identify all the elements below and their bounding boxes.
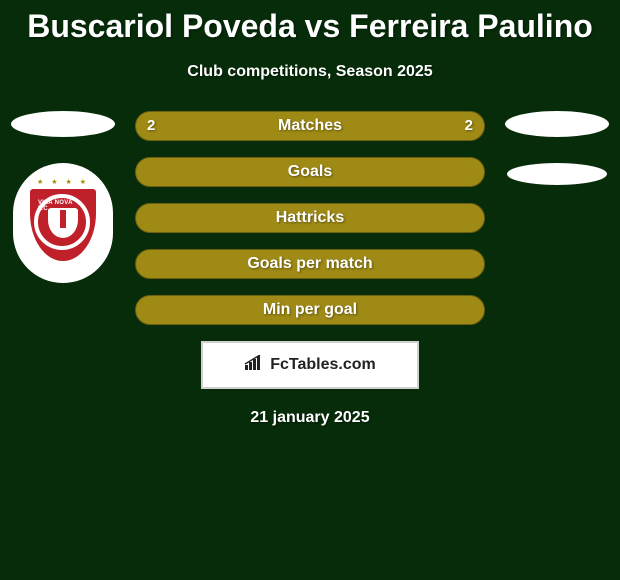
left-player-avatar-placeholder [11, 111, 115, 137]
stat-label: Matches [135, 111, 485, 141]
left-player-column: ★ ★ ★ ★ VILA NOVA F.C. [8, 111, 118, 283]
comparison-content: ★ ★ ★ ★ VILA NOVA F.C. 2Matches2 Goals Hat… [0, 111, 620, 325]
left-player-club-crest: ★ ★ ★ ★ VILA NOVA F.C. [13, 163, 113, 283]
stat-label: Goals [135, 157, 485, 187]
chart-icon [244, 355, 264, 376]
page-title: Buscariol Poveda vs Ferreira Paulino [0, 0, 620, 45]
stat-bars: 2Matches2 Goals Hattricks Goals per match Mi… [135, 111, 485, 325]
stat-row: Hattricks [135, 203, 485, 233]
stat-label: Min per goal [135, 295, 485, 325]
crest-background: ★ ★ ★ ★ VILA NOVA F.C. [13, 163, 113, 283]
stat-row: 2Matches2 [135, 111, 485, 141]
date-label: 21 january 2025 [0, 409, 620, 427]
stat-row: Goals per match [135, 249, 485, 279]
subtitle: Club competitions, Season 2025 [0, 63, 620, 81]
stat-row: Min per goal [135, 295, 485, 325]
shield-stripe [60, 210, 66, 228]
watermark-text: FcTables.com [270, 356, 376, 374]
crest-stars: ★ ★ ★ ★ [24, 178, 102, 186]
shield-icon: ★ ★ ★ ★ VILA NOVA F.C. [24, 178, 102, 268]
stat-row: Goals [135, 157, 485, 187]
right-player-avatar-placeholder [505, 111, 609, 137]
stat-right-value: 2 [465, 111, 473, 141]
right-player-club-placeholder [507, 163, 607, 185]
right-player-column [502, 111, 612, 185]
stat-label: Hattricks [135, 203, 485, 233]
stat-label: Goals per match [135, 249, 485, 279]
watermark: FcTables.com [201, 341, 419, 389]
